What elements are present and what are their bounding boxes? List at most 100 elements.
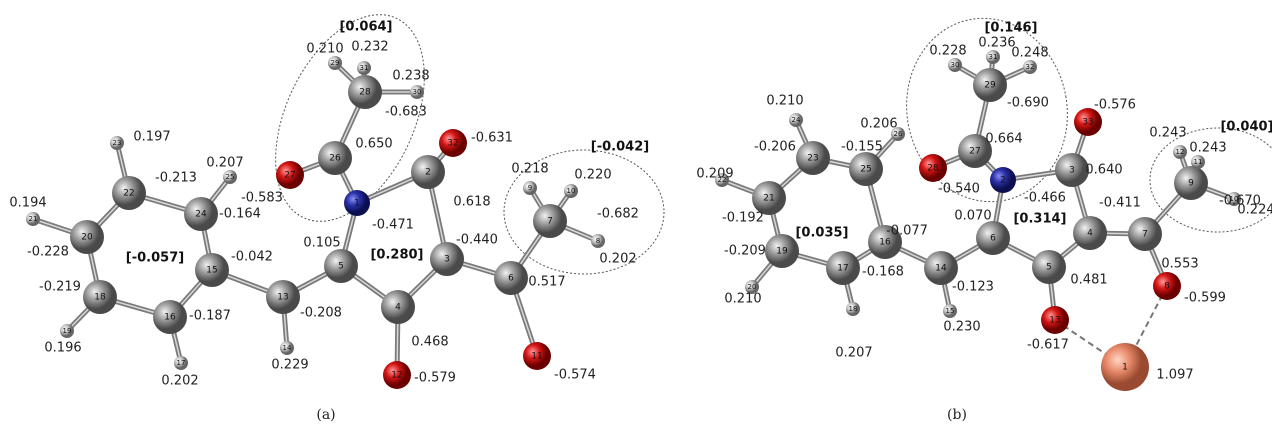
atom-label: 1 (1122, 363, 1128, 373)
atom (1074, 108, 1102, 136)
atom (381, 290, 415, 324)
atom (1101, 343, 1149, 391)
atom-charge: -0.164 (219, 207, 261, 222)
atom-label: 33 (1082, 118, 1093, 128)
atom (849, 152, 883, 186)
atom-label: 21 (29, 215, 38, 223)
atom (715, 173, 729, 187)
atom-label: 27 (284, 171, 295, 181)
atom (110, 136, 124, 150)
atom-charge: 0.238 (392, 69, 429, 84)
atom (1227, 192, 1241, 206)
atom (533, 204, 567, 238)
atom-label: 32 (1026, 63, 1035, 71)
atom (318, 141, 352, 175)
atom (223, 170, 237, 184)
atom (26, 212, 40, 226)
atom-label: 16 (879, 238, 891, 248)
group-charge: [0.035] (795, 226, 848, 241)
atom (1128, 217, 1162, 251)
atom-label: 12 (1176, 148, 1185, 156)
atom-label: 24 (195, 210, 207, 220)
atom-charge: 0.207 (835, 346, 872, 361)
atom (1023, 60, 1037, 74)
atom (948, 58, 962, 72)
atom-label: 1 (354, 199, 360, 209)
atom (1055, 153, 1089, 187)
atom-charge: -0.042 (231, 250, 273, 265)
atom-charge: -0.123 (952, 280, 994, 295)
atom-label: 31 (989, 53, 998, 61)
atom (195, 253, 229, 287)
atom-charge: -0.213 (155, 171, 197, 186)
atom-charge: -0.683 (385, 105, 427, 120)
atom-label: 12 (391, 371, 402, 381)
atom-label: 24 (792, 116, 801, 124)
group-charge: [-0.057] (126, 251, 184, 266)
atom-charge: 0.218 (511, 162, 548, 177)
atom-label: 7 (547, 217, 553, 227)
atom-charge: 0.210 (306, 42, 343, 57)
atom-label: 11 (1194, 158, 1203, 166)
atom-label: 4 (1087, 229, 1093, 239)
atom (1073, 216, 1107, 250)
group-outline (503, 149, 665, 275)
atom (410, 85, 424, 99)
atom-label: 9 (1188, 179, 1194, 189)
atom (958, 134, 992, 168)
atom (276, 161, 304, 189)
atom (1041, 306, 1069, 334)
atom-label: 14 (935, 264, 947, 274)
atom (564, 184, 578, 198)
atom-charge: -0.574 (554, 368, 596, 383)
atom-label: 23 (113, 139, 122, 147)
atom (494, 261, 528, 295)
atom-label: 26 (894, 130, 903, 138)
atom-label: 29 (984, 81, 996, 91)
panel-caption: (b) (947, 407, 967, 423)
atom (846, 302, 860, 316)
atom-label: 27 (969, 147, 980, 157)
atom (1174, 166, 1208, 200)
atom-charge: -0.682 (597, 207, 639, 222)
atom (789, 113, 803, 127)
atom-charge: -0.155 (841, 140, 883, 155)
atom-charge: 0.230 (943, 320, 980, 335)
atom-label: 7 (1142, 230, 1148, 240)
atom-label: 19 (776, 247, 788, 257)
atom-charge: 0.209 (696, 167, 733, 182)
atom-label: 4 (395, 303, 401, 313)
atom-charge: -0.228 (27, 245, 69, 260)
atom-label: 20 (81, 233, 93, 243)
atom-charge: -0.209 (724, 244, 766, 259)
atom-label: 10 (567, 187, 576, 195)
atom-label: 16 (164, 313, 176, 323)
atom (919, 154, 947, 182)
atom (112, 176, 146, 210)
atom-charge: -0.631 (471, 131, 513, 146)
atom-label: 25 (226, 173, 235, 181)
atom-charge: -0.471 (372, 218, 414, 233)
atom-charge: 1.097 (1156, 368, 1193, 383)
atom-label: 13 (1049, 316, 1060, 326)
atom-label: 6 (508, 274, 514, 284)
atom-charge: 0.618 (453, 195, 490, 210)
atom-charge: 0.650 (355, 137, 392, 152)
atom (266, 280, 300, 314)
atom-label: 5 (338, 262, 344, 272)
atom-label: 2 (425, 168, 431, 178)
atom (986, 50, 1000, 64)
atom (1032, 250, 1066, 284)
atom-label: 3 (444, 255, 450, 265)
atom-charge: 0.517 (528, 275, 565, 290)
atom-label: 5 (1046, 263, 1052, 273)
group-charge: [0.064] (339, 20, 392, 35)
atom-charge: 0.207 (206, 156, 243, 171)
atom-label: 3 (1069, 166, 1075, 176)
atom-charge: -0.599 (1184, 291, 1226, 306)
atom-label: 28 (359, 88, 371, 98)
atom-charge: -0.540 (938, 182, 980, 197)
atom-label: 30 (951, 61, 960, 69)
atom (826, 251, 860, 285)
